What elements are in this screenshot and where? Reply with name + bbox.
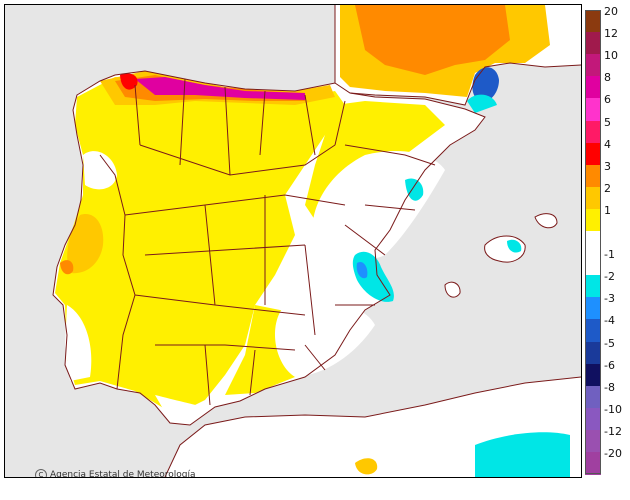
cyan-castellon [405,178,424,201]
iberia-white-sw [65,305,92,381]
color-legend: 20 12 10 8 6 5 4 3 2 1 -1 -2 -3 -4 -5 -6 -8 -10 -12 -20 [585,6,629,482]
legend-swatch [585,120,601,144]
legend-swatch [585,98,601,122]
province-lines-east [335,144,436,306]
legend-label: 6 [604,93,611,107]
france-cyan-edge [467,94,497,113]
anomaly-map [5,5,581,477]
france-orange-area [355,5,510,75]
legend-label: 10 [604,49,618,63]
ibiza-coast [444,281,461,298]
legend-swatch [585,385,601,409]
legend-label: -5 [604,336,615,350]
legend-swatch [585,231,601,254]
legend-label: 4 [604,137,611,151]
legend-label: 8 [604,71,611,85]
map-frame: C Agencia Estatal de Meteorología [4,4,582,478]
legend-swatch [585,208,601,232]
legend-swatch [585,186,601,210]
legend-swatch [585,10,601,33]
france-cold-spot [472,67,499,102]
legend-swatch [585,76,601,100]
copyright-icon: C [35,469,47,477]
legend-swatch [585,164,601,188]
legend-label: -10 [604,402,622,416]
legend-label: -20 [604,447,622,460]
menorca-island [535,213,557,228]
mallorca-coast [484,235,526,263]
iberia-white-east [312,150,445,260]
legend-swatch [585,341,601,365]
credit-text: Agencia Estatal de Meteorología [50,470,196,478]
iberia-white-north [83,151,117,190]
iberia-white-cadiz [155,395,205,423]
legend-swatch [585,142,601,166]
legend-swatch [585,32,601,56]
province-lines-north [134,78,346,176]
legend-label: -3 [604,292,615,306]
menorca-coast [534,213,558,229]
magenta-cantabria [135,77,305,100]
border-lines [52,5,581,477]
legend-label: 20 [604,5,618,18]
mallorca-cyan [507,239,522,253]
legend-swatch [585,363,601,387]
iberia-coast [52,70,486,426]
africa-coast [164,376,581,477]
legend-label: -2 [604,270,615,284]
blue-valencia [356,261,368,279]
legend-swatch [585,275,601,299]
ibiza-island [445,282,461,298]
province-lines-center [124,194,346,336]
red-cantabria [120,73,138,90]
legend-swatch [585,407,601,431]
legend-swatch [585,253,601,277]
france-coast [349,62,581,106]
legend-label: 5 [604,115,611,129]
africa-yellow-spot [355,458,378,475]
legend-swatch [585,452,601,475]
portugal-border [99,154,136,390]
legend-label: 3 [604,159,611,173]
legend-label: -1 [604,248,615,262]
legend-swatch [585,297,601,321]
province-lines-south [155,344,326,406]
legend-label: -12 [604,424,622,438]
orange-portugal [67,214,104,274]
red-portugal [60,260,74,275]
legend-label: -4 [604,314,615,328]
legend-swatch [585,54,601,78]
legend-label: 12 [604,27,618,41]
legend-label: 1 [604,203,611,217]
iberia-white-south [274,301,375,377]
legend-swatch [585,319,601,343]
legend-swatch [585,429,601,453]
legend-label: -6 [604,358,615,372]
africa-cyan [475,432,570,477]
legend-label: 2 [604,181,611,195]
iberia-yellow-west [55,77,345,415]
legend-label: -8 [604,380,615,394]
credit-line: C Agencia Estatal de Meteorología [35,469,196,478]
